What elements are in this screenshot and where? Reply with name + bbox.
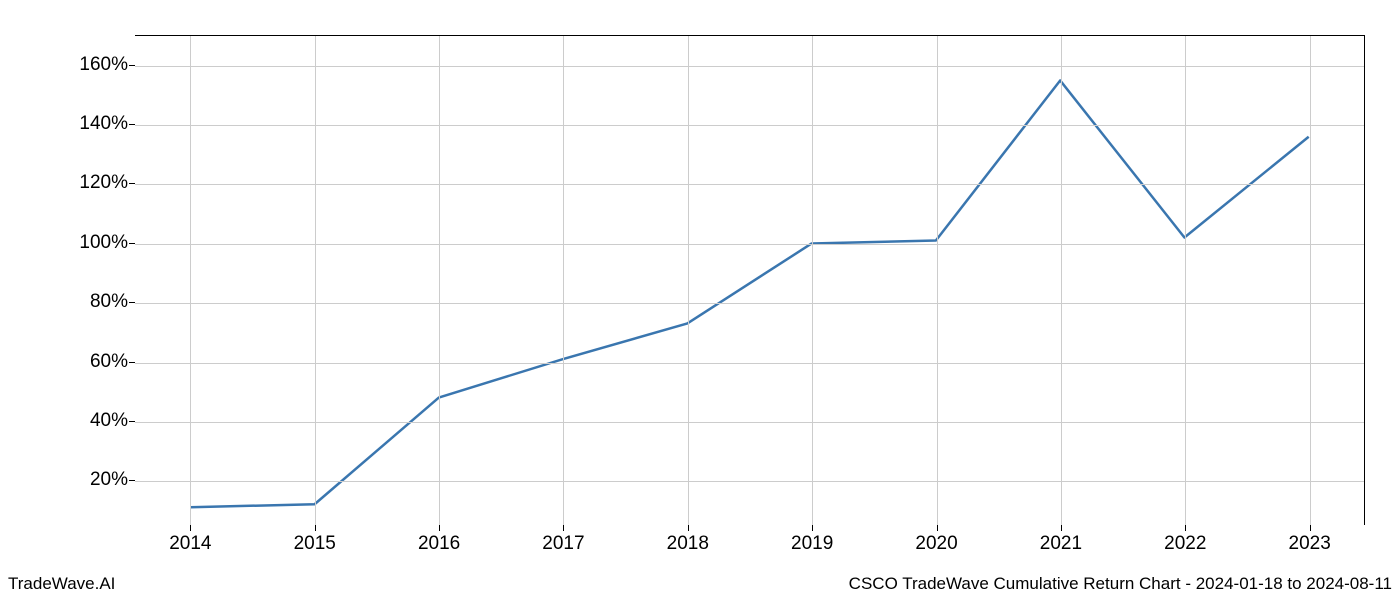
gridline-vertical	[190, 36, 191, 525]
gridline-vertical	[812, 36, 813, 525]
gridline-vertical	[688, 36, 689, 525]
x-axis-tick-mark	[937, 525, 938, 531]
gridline-horizontal	[135, 125, 1364, 126]
series-line-cumulative_return	[190, 80, 1308, 507]
y-axis-tick-mark	[129, 124, 135, 125]
y-axis-tick-label: 80%	[90, 291, 128, 313]
x-axis-tick-label: 2018	[667, 533, 709, 555]
y-axis-tick-label: 140%	[79, 113, 128, 135]
x-axis-tick-mark	[563, 525, 564, 531]
gridline-vertical	[563, 36, 564, 525]
x-axis-tick-mark	[1061, 525, 1062, 531]
x-axis-tick-mark	[812, 525, 813, 531]
x-axis-tick-label: 2022	[1164, 533, 1206, 555]
x-axis-tick-mark	[688, 525, 689, 531]
y-axis-tick-mark	[129, 183, 135, 184]
x-axis-tick-mark	[439, 525, 440, 531]
y-axis-tick-label: 120%	[79, 172, 128, 194]
x-axis-tick-label: 2015	[294, 533, 336, 555]
gridline-vertical	[1185, 36, 1186, 525]
x-axis-tick-label: 2023	[1289, 533, 1331, 555]
y-axis-tick-label: 60%	[90, 351, 128, 373]
y-axis-tick-mark	[129, 302, 135, 303]
gridline-horizontal	[135, 422, 1364, 423]
y-axis-tick-mark	[129, 65, 135, 66]
gridline-horizontal	[135, 363, 1364, 364]
y-axis-tick-label: 40%	[90, 410, 128, 432]
x-axis-tick-mark	[190, 525, 191, 531]
chart-plot-area	[135, 35, 1365, 525]
y-axis-tick-label: 100%	[79, 232, 128, 254]
x-axis-tick-mark	[1310, 525, 1311, 531]
y-axis-tick-mark	[129, 362, 135, 363]
y-axis-tick-label: 160%	[79, 54, 128, 76]
gridline-horizontal	[135, 66, 1364, 67]
y-axis-tick-mark	[129, 480, 135, 481]
x-axis-tick-label: 2020	[915, 533, 957, 555]
gridline-horizontal	[135, 481, 1364, 482]
x-axis-tick-label: 2016	[418, 533, 460, 555]
x-axis-tick-label: 2017	[542, 533, 584, 555]
line-chart-svg	[135, 36, 1364, 525]
gridline-horizontal	[135, 184, 1364, 185]
y-axis-tick-mark	[129, 421, 135, 422]
gridline-vertical	[1061, 36, 1062, 525]
gridline-vertical	[1310, 36, 1311, 525]
gridline-vertical	[439, 36, 440, 525]
x-axis-tick-label: 2019	[791, 533, 833, 555]
gridline-vertical	[315, 36, 316, 525]
y-axis-tick-label: 20%	[90, 469, 128, 491]
y-axis-tick-mark	[129, 243, 135, 244]
gridline-horizontal	[135, 244, 1364, 245]
x-axis-tick-label: 2021	[1040, 533, 1082, 555]
footer-right-text: CSCO TradeWave Cumulative Return Chart -…	[849, 574, 1392, 594]
x-axis-tick-label: 2014	[169, 533, 211, 555]
footer-left-text: TradeWave.AI	[8, 574, 115, 594]
x-axis-tick-mark	[1185, 525, 1186, 531]
gridline-vertical	[937, 36, 938, 525]
gridline-horizontal	[135, 303, 1364, 304]
x-axis-tick-mark	[315, 525, 316, 531]
